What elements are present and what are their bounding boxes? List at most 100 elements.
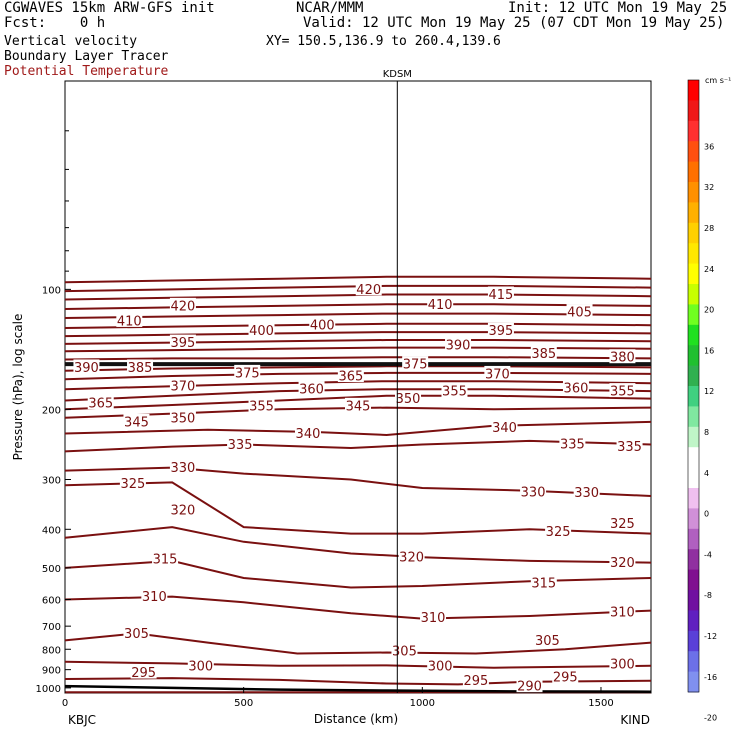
theta-label-bg — [169, 334, 196, 349]
y-axis-label: Pressure (hPa), log scale — [11, 314, 25, 461]
theta-label-320: 320 — [171, 504, 196, 519]
colorbar-segment — [688, 508, 699, 530]
theta-label-330: 330 — [574, 486, 599, 501]
theta-label-370: 370 — [485, 367, 510, 382]
theta-label-380: 380 — [610, 351, 635, 366]
theta-label-bg — [169, 409, 196, 424]
theta-label-410: 410 — [117, 314, 142, 329]
x-tick-label: 1000 — [410, 698, 435, 709]
theta-label-340: 340 — [296, 427, 321, 442]
colorbar-segment — [688, 365, 699, 387]
y-tick-label: 300 — [42, 476, 61, 487]
colorbar-segment — [688, 304, 699, 326]
theta-label-335: 335 — [617, 440, 642, 455]
theta-label-400: 400 — [310, 319, 335, 334]
colorbar-label: -8 — [704, 591, 712, 600]
right-station-label: KIND — [620, 713, 650, 727]
colorbar-segment — [688, 651, 699, 673]
theta-label-bg — [169, 502, 196, 517]
theta-label-bg — [427, 296, 454, 311]
colorbar: 36 32 28 24 20 16 12 8 4 0 -4 -8 -12 -16 -20 — [687, 79, 717, 723]
theta-label-bg — [152, 551, 179, 566]
y-tick-label: 100 — [42, 285, 61, 296]
y-tick-label: 600 — [42, 595, 61, 606]
theta-contour-320 — [64, 526, 652, 564]
theta-label-305: 305 — [535, 634, 560, 649]
theta-contour-350 — [64, 394, 652, 411]
colorbar-label: -20 — [704, 714, 717, 723]
theta-contour-405 — [64, 303, 652, 310]
y-tick-label: 400 — [42, 525, 61, 536]
theta-label-bg — [395, 390, 422, 405]
x-axis-label: Distance (km) — [314, 712, 398, 726]
theta-label-bg — [294, 425, 321, 440]
theta-label-365: 365 — [88, 397, 113, 412]
theta-label-295: 295 — [131, 666, 156, 681]
theta-label-350: 350 — [171, 411, 196, 426]
colorbar-label: 0 — [704, 510, 709, 519]
colorbar-label: 32 — [704, 183, 714, 192]
colorbar-label: 20 — [704, 306, 714, 315]
theta-label-bg — [609, 515, 636, 530]
organization-label: NCAR/MMM — [296, 0, 364, 16]
theta-labels: 290 295 295 295 300 300 300 305 305 305 310 310 310 3… — [73, 281, 643, 695]
theta-label-370: 370 — [171, 380, 196, 395]
theta-contour-375 — [64, 356, 652, 361]
x-tick-label: 0 — [62, 698, 68, 709]
theta-label-385: 385 — [531, 347, 556, 362]
colorbar-segment — [688, 447, 699, 469]
field-label-tracer: Boundary Layer Tracer — [4, 49, 169, 64]
theta-label-330: 330 — [521, 485, 546, 500]
theta-label-310: 310 — [421, 611, 446, 626]
colorbar-segment — [688, 467, 699, 489]
theta-label-bg — [248, 322, 275, 337]
theta-label-335: 335 — [560, 437, 585, 452]
theta-label-bg — [427, 657, 454, 672]
colorbar-segment — [688, 243, 699, 265]
colorbar-segment — [688, 202, 699, 224]
theta-label-bg — [345, 397, 371, 412]
theta-label-bg — [445, 337, 472, 352]
theta-label-375: 375 — [403, 358, 428, 373]
theta-label-bg — [169, 378, 196, 393]
theta-label-bg — [391, 642, 418, 657]
theta-label-355: 355 — [249, 399, 274, 414]
x-tick-label: 500 — [234, 698, 253, 709]
colorbar-segment — [688, 284, 699, 305]
theta-label-410: 410 — [428, 298, 453, 313]
theta-label-bg — [441, 383, 468, 398]
theta-contour-370 — [64, 365, 652, 372]
theta-label-bg — [530, 345, 557, 360]
theta-contour-310 — [64, 595, 652, 620]
theta-label-390: 390 — [446, 339, 471, 354]
theta-label-bg — [462, 672, 489, 687]
colorbar-segment — [688, 100, 699, 122]
theta-label-bg — [169, 459, 196, 474]
y-tick-label: 900 — [42, 666, 61, 677]
theta-label-415: 415 — [489, 288, 514, 303]
theta-label-bg — [552, 668, 579, 683]
theta-contour-340 — [64, 420, 652, 437]
theta-label-bg — [398, 549, 425, 564]
colorbar-label: 36 — [704, 142, 714, 151]
theta-label-390: 390 — [74, 361, 99, 376]
theta-label-325: 325 — [610, 517, 635, 532]
theta-label-400: 400 — [249, 324, 274, 339]
theta-label-bg — [248, 397, 275, 412]
colorbar-segment — [688, 630, 699, 652]
theta-label-bg — [566, 304, 593, 319]
theta-label-315: 315 — [153, 553, 178, 568]
theta-label-355: 355 — [610, 385, 635, 400]
colorbar-label: 28 — [704, 224, 714, 233]
field-label-vertical-velocity: Vertical velocity — [4, 34, 138, 49]
theta-label-bg — [516, 678, 543, 693]
theta-label-420: 420 — [356, 283, 381, 298]
theta-label-385: 385 — [128, 361, 153, 376]
theta-label-bg — [609, 656, 636, 671]
theta-label-bg — [559, 435, 586, 450]
theta-label-bg — [609, 349, 636, 364]
colorbar-label: 12 — [704, 387, 714, 396]
colorbar-segment — [688, 182, 699, 203]
theta-label-bg — [609, 554, 636, 569]
theta-label-330: 330 — [171, 461, 196, 476]
